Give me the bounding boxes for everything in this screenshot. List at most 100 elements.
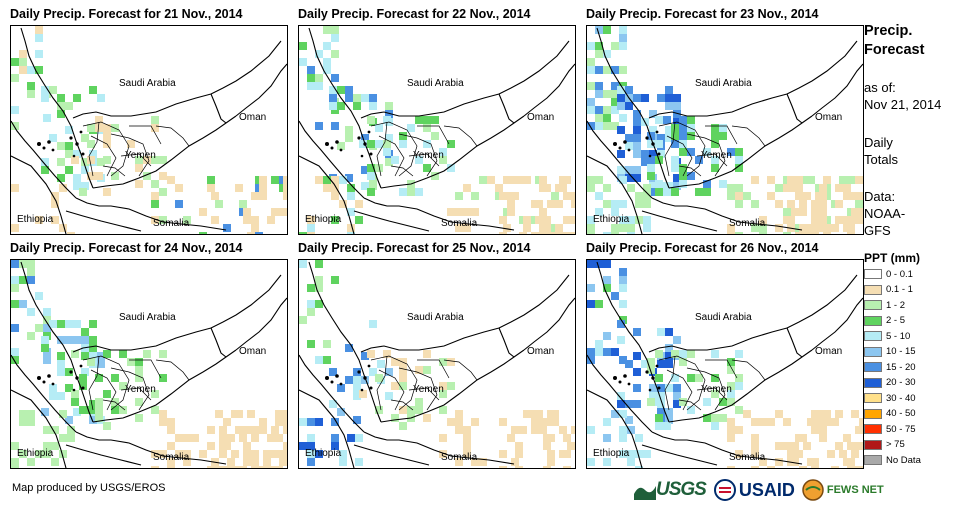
- islands: [613, 364, 661, 392]
- precip-cell: [539, 224, 547, 232]
- precip-cell: [283, 426, 287, 434]
- precip-cell: [787, 216, 795, 224]
- precip-cell: [65, 320, 73, 328]
- fews-globe-icon: [802, 479, 824, 501]
- precip-cell: [89, 344, 97, 352]
- usaid-wordmark: USAID: [738, 479, 795, 500]
- precip-cell: [65, 126, 73, 134]
- precip-cell: [727, 366, 735, 374]
- precip-cell: [49, 134, 57, 142]
- precip-cell: [727, 398, 735, 406]
- precip-cell: [299, 260, 307, 268]
- place-labels: Saudi Arabia Oman Yemen Ethiopia Somalia: [593, 78, 842, 229]
- precip-cell: [331, 276, 339, 284]
- precip-cell: [673, 392, 681, 400]
- precip-cell: [711, 132, 719, 140]
- label-ethiopia: Ethiopia: [593, 448, 630, 459]
- precip-cell: [219, 450, 227, 458]
- precip-cell: [89, 400, 97, 408]
- precip-cell: [703, 414, 711, 422]
- precip-cell: [111, 374, 119, 382]
- precip-cell: [223, 224, 231, 232]
- precip-cell: [555, 200, 563, 208]
- precip-cell: [687, 148, 695, 156]
- precip-cell: [775, 184, 783, 192]
- precip-cell: [329, 86, 337, 94]
- precip-cell: [415, 406, 423, 414]
- precip-cell: [385, 102, 393, 110]
- precip-cell: [523, 410, 531, 418]
- precip-cell: [251, 224, 259, 232]
- heading-line1: Precip.: [864, 23, 913, 39]
- precip-cell: [515, 450, 523, 458]
- precip-cell: [247, 426, 255, 434]
- precip-cell: [315, 418, 323, 426]
- precip-cell: [151, 406, 159, 414]
- precip-cell: [619, 356, 627, 364]
- precip-cell: [687, 406, 695, 414]
- precip-cell: [407, 188, 415, 196]
- precip-cell: [633, 368, 641, 376]
- precip-cell: [625, 134, 633, 142]
- precip-cell: [647, 398, 655, 406]
- precip-cell: [159, 188, 167, 196]
- precip-cell: [103, 156, 111, 164]
- precip-cell: [219, 466, 227, 468]
- precip-cell: [211, 466, 219, 468]
- precip-cell: [135, 414, 143, 422]
- precip-cell: [663, 188, 671, 196]
- precip-cell: [831, 466, 839, 468]
- legend-swatch: [864, 439, 882, 450]
- precip-cell: [665, 344, 673, 352]
- precip-cell: [767, 418, 775, 426]
- precip-cell: [87, 358, 95, 366]
- precip-cell: [647, 156, 655, 164]
- precip-cell: [539, 426, 547, 434]
- precip-cell: [633, 150, 641, 158]
- precip-cell: [19, 66, 27, 74]
- precip-cell: [73, 94, 81, 102]
- precip-cell: [339, 200, 347, 208]
- precip-cell: [307, 418, 315, 426]
- precip-cell: [27, 260, 35, 268]
- precip-cell: [587, 58, 595, 66]
- precip-cells: [11, 26, 287, 234]
- precip-cell: [603, 418, 611, 426]
- precip-cell: [283, 184, 287, 192]
- precip-cell: [279, 458, 287, 466]
- precip-cell: [383, 148, 391, 156]
- precip-cell: [515, 466, 523, 468]
- precip-cell: [665, 94, 673, 102]
- precip-cell: [587, 348, 595, 356]
- precip-cell: [611, 232, 619, 234]
- map-svg: Saudi Arabia Oman Yemen Ethiopia Somalia: [299, 260, 575, 468]
- precip-cell: [345, 134, 353, 142]
- precip-cell: [51, 442, 59, 450]
- precip-cell: [735, 350, 743, 358]
- precip-cell: [719, 414, 727, 422]
- precip-cell: [617, 392, 625, 400]
- precip-map: Saudi Arabia Oman Yemen Ethiopia Somalia: [586, 25, 864, 235]
- precip-cell: [399, 188, 407, 196]
- precip-cell: [563, 434, 571, 442]
- precip-cell: [353, 102, 361, 110]
- precip-cell: [81, 352, 89, 360]
- precip-cell: [587, 224, 595, 232]
- precip-cell: [315, 450, 323, 458]
- precip-cell: [59, 434, 67, 442]
- precip-cell: [847, 442, 855, 450]
- precip-cell: [547, 410, 555, 418]
- legend-row: 5 - 10: [864, 329, 910, 343]
- precip-cell: [619, 300, 627, 308]
- precip-cell: [783, 232, 791, 234]
- precip-cell: [633, 126, 641, 134]
- precip-cell: [353, 384, 361, 392]
- precip-cell: [595, 348, 603, 356]
- precip-cell: [151, 390, 159, 398]
- precip-cell: [415, 188, 423, 196]
- precip-cell: [463, 184, 471, 192]
- precip-cell: [543, 442, 551, 450]
- label-saudi-arabia: Saudi Arabia: [407, 78, 464, 89]
- precip-cell: [391, 382, 399, 390]
- precip-cell: [307, 74, 315, 82]
